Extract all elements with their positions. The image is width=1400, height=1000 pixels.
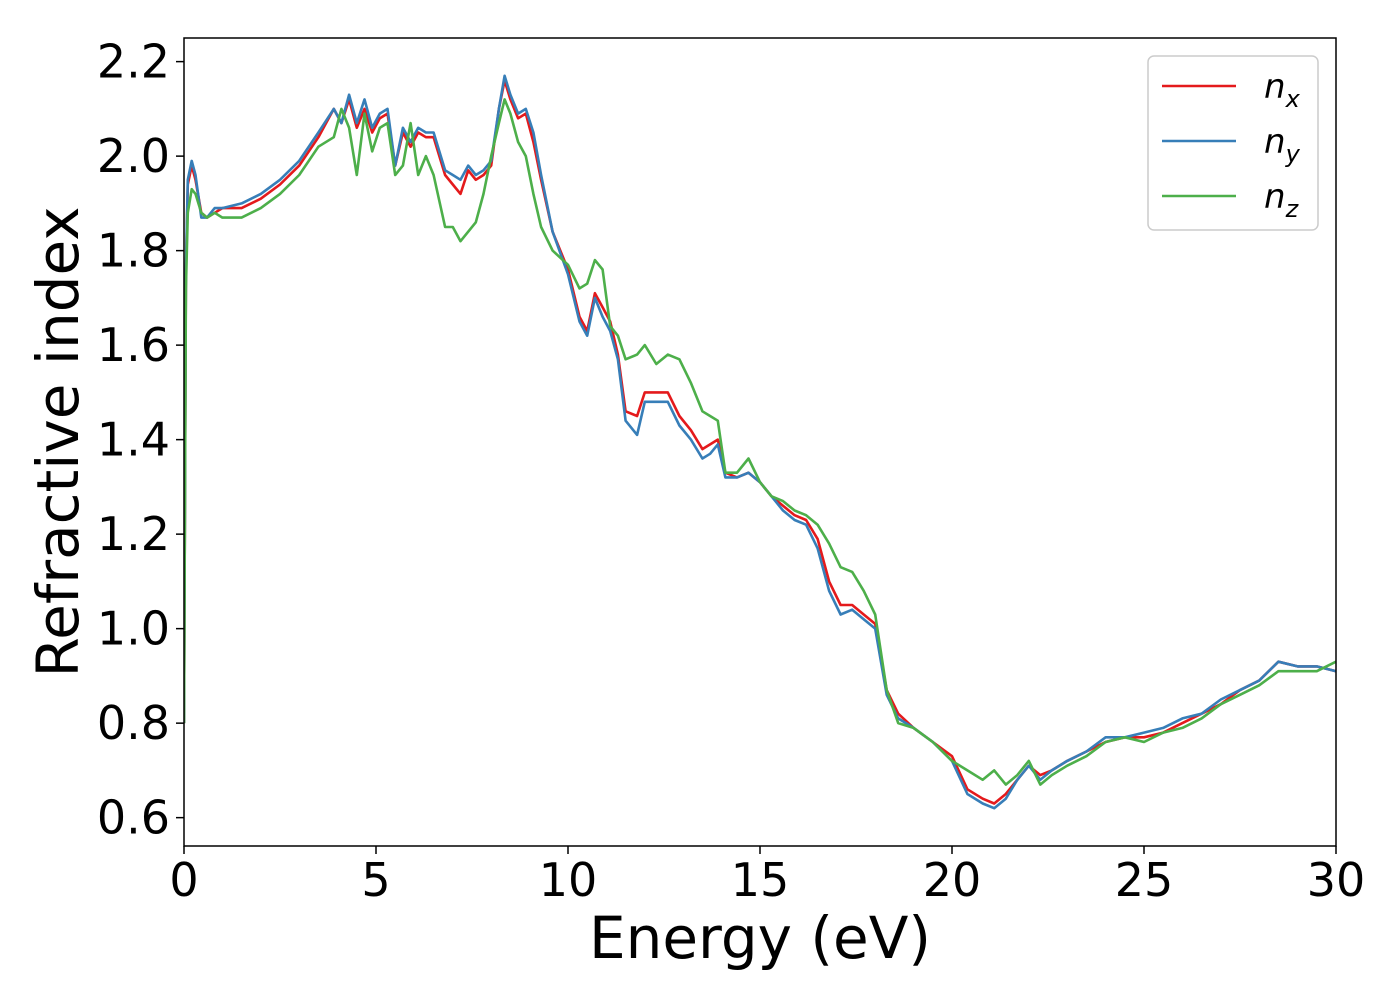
legend-box <box>1147 55 1319 231</box>
y-tick-label: 0.6 <box>97 791 170 845</box>
legend-label-z: nz <box>1264 177 1300 223</box>
y-tick-label: 0.8 <box>97 696 170 750</box>
y-axis-title: Refractive index <box>24 206 92 677</box>
y-tick-label: 1.4 <box>97 413 170 467</box>
x-tick-label: 5 <box>361 853 390 907</box>
y-tick-label: 2.0 <box>97 129 170 183</box>
x-tick-label: 15 <box>731 853 790 907</box>
legend-label-y: ny <box>1264 122 1301 168</box>
plot-area <box>183 37 1337 847</box>
series-line-y <box>184 74 1336 810</box>
lines-layer <box>184 74 1336 810</box>
x-axis-title: Energy (eV) <box>589 904 931 972</box>
y-tick-label: 2.2 <box>97 35 170 89</box>
y-tick-label: 1.8 <box>97 224 170 278</box>
legend-label-x: nx <box>1264 67 1301 113</box>
x-axis-ticks: 0 5 10 15 20 25 30 <box>169 846 1365 907</box>
legend-label-main: n <box>1264 122 1286 162</box>
y-tick-label: 1.2 <box>97 507 170 561</box>
legend-label-subscript: y <box>1285 140 1301 168</box>
y-axis-ticks: 0.6 0.8 1.0 1.2 1.4 1.6 1.8 2.0 2.2 <box>97 35 184 845</box>
y-tick-label: 1.0 <box>97 602 170 656</box>
legend-label-main: n <box>1264 177 1286 217</box>
y-tick-label: 1.6 <box>97 318 170 372</box>
legend-label-subscript: x <box>1285 85 1301 113</box>
x-tick-label: 25 <box>1115 853 1174 907</box>
x-tick-label: 30 <box>1307 853 1366 907</box>
legend-label-main: n <box>1264 67 1286 107</box>
x-tick-label: 20 <box>923 853 982 907</box>
legend-label-subscript: z <box>1285 195 1300 223</box>
x-tick-label: 0 <box>169 853 198 907</box>
series-line-z <box>184 98 1336 786</box>
x-tick-label: 10 <box>539 853 598 907</box>
